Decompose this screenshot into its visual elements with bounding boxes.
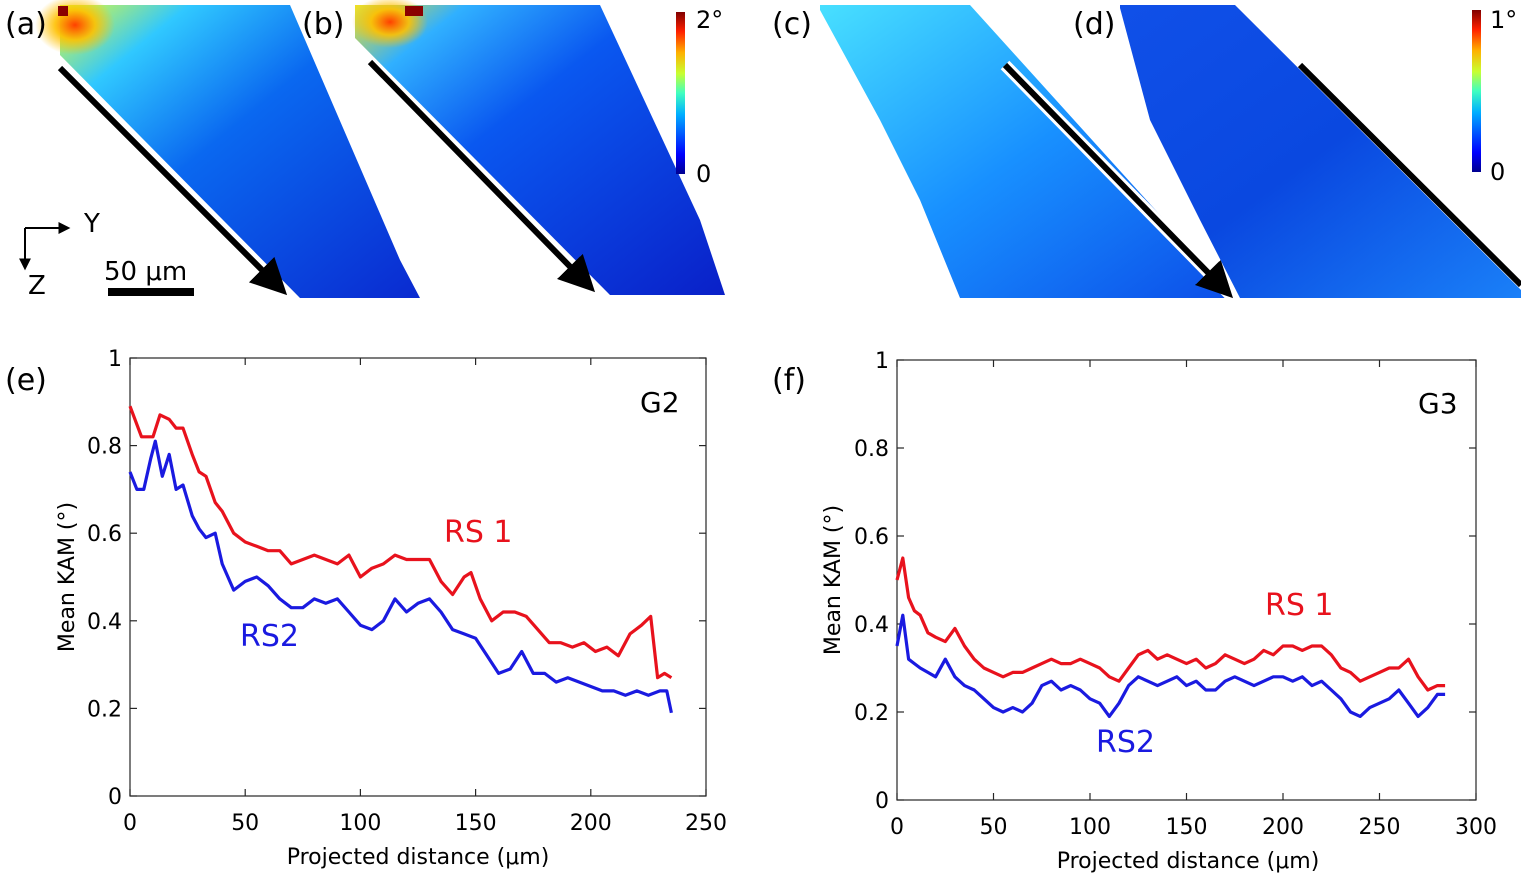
chart-f-xlabel: Projected distance (μm) <box>1057 849 1320 873</box>
colorbar-left-min: 0 <box>696 160 711 188</box>
y-direction-label: Y <box>83 209 100 239</box>
kam-map-b <box>352 0 725 300</box>
coordinate-indicator: Y Z <box>19 209 100 301</box>
x-tick-label: 50 <box>231 811 259 836</box>
chart-f-series-label-rs1: RS 1 <box>1265 588 1334 623</box>
y-tick-label: 0.8 <box>854 437 889 462</box>
map-c-region <box>820 5 1235 298</box>
colorbar-right-bar <box>1472 10 1481 172</box>
map-c-arrow-line <box>1002 62 1234 299</box>
x-tick-label: 150 <box>455 811 497 836</box>
map-a-hotspot <box>35 0 115 55</box>
map-a-corner-spot <box>58 6 68 16</box>
chart-e-ylabel: Mean KAM (°) <box>55 502 80 652</box>
chart-f-y-ticks: 0 0.2 0.4 0.6 0.8 1 <box>854 349 1476 814</box>
chart-e: 0 0.2 0.4 0.6 0.8 1 0 50 100 150 200 250 (e) G2 Me… <box>5 347 727 870</box>
kam-map-d <box>1120 5 1521 298</box>
colorbar-right-max: 1° <box>1490 6 1517 34</box>
map-a-arrow-line <box>57 65 288 296</box>
x-tick-label: 250 <box>685 811 727 836</box>
map-b-arrow-line <box>367 59 596 293</box>
y-tick-label: 0.2 <box>87 697 122 722</box>
x-tick-label: 300 <box>1455 815 1497 840</box>
x-tick-label: 0 <box>123 811 137 836</box>
y-tick-label: 1 <box>108 347 122 372</box>
colorbar-right: 1° 0 <box>1472 6 1517 186</box>
y-tick-label: 0.6 <box>87 522 122 547</box>
x-tick-label: 50 <box>980 815 1008 840</box>
z-direction-label: Z <box>28 271 46 301</box>
series-line-rs2 <box>128 439 673 714</box>
x-tick-label: 100 <box>1069 815 1111 840</box>
panel-label-d: (d) <box>1073 7 1115 42</box>
series-line-rs2 <box>895 613 1446 719</box>
series-line-rs1 <box>895 556 1446 692</box>
kam-map-c <box>820 5 1240 305</box>
y-tick-label: 0.2 <box>854 701 889 726</box>
chart-e-plot-area <box>129 357 707 797</box>
chart-f-x-ticks: 0 50 100 150 200 250 300 <box>890 360 1497 840</box>
map-b-corner-spot <box>405 6 423 16</box>
series-line-rs1 <box>128 405 673 680</box>
kam-map-a <box>35 0 420 303</box>
x-tick-label: 0 <box>890 815 904 840</box>
map-b-region <box>355 5 725 295</box>
y-tick-label: 1 <box>875 349 889 374</box>
scale-bar-label: 50 μm <box>104 257 187 287</box>
chart-e-series-label-rs1: RS 1 <box>444 515 513 550</box>
y-tick-label: 0.4 <box>854 613 889 638</box>
x-tick-label: 200 <box>570 811 612 836</box>
chart-e-grain-label: G2 <box>640 386 680 419</box>
chart-e-y-ticks: 0 0.2 0.4 0.6 0.8 1 <box>87 347 706 810</box>
chart-f-ylabel: Mean KAM (°) <box>821 505 846 655</box>
chart-f-plot-area <box>896 359 1477 801</box>
chart-f-series <box>895 556 1446 719</box>
x-tick-label: 100 <box>339 811 381 836</box>
scale-bar: 50 μm <box>104 257 194 296</box>
y-tick-label: 0.6 <box>854 525 889 550</box>
map-d-region <box>1120 5 1521 298</box>
chart-e-panel-label: (e) <box>5 363 47 398</box>
map-d-arrow <box>1297 62 1521 288</box>
colorbar-left-bar <box>676 12 685 174</box>
scale-bar-line <box>108 288 194 296</box>
x-tick-label: 200 <box>1262 815 1304 840</box>
panel-label-a: (a) <box>5 7 47 42</box>
chart-f-series-label-rs2: RS2 <box>1096 725 1155 760</box>
panel-label-b: (b) <box>302 7 344 42</box>
y-tick-label: 0 <box>108 785 122 810</box>
chart-f-grain-label: G3 <box>1418 387 1458 420</box>
y-tick-label: 0.8 <box>87 435 122 460</box>
chart-e-series-label-rs2: RS2 <box>240 619 299 654</box>
panel-label-c: (c) <box>772 7 812 42</box>
chart-e-xlabel: Projected distance (μm) <box>287 845 550 870</box>
chart-f: 0 0.2 0.4 0.6 0.8 1 0 50 100 150 200 250 300 (f) G3… <box>772 349 1497 873</box>
chart-e-series <box>128 405 673 714</box>
x-tick-label: 150 <box>1166 815 1208 840</box>
y-tick-label: 0.4 <box>87 610 122 635</box>
x-tick-label: 250 <box>1359 815 1401 840</box>
colorbar-right-min: 0 <box>1490 158 1505 186</box>
chart-f-panel-label: (f) <box>772 363 806 398</box>
map-a-region <box>60 5 420 298</box>
colorbar-left-max: 2° <box>696 6 723 34</box>
y-tick-label: 0 <box>875 789 889 814</box>
colorbar-left: 2° 0 <box>676 6 723 188</box>
chart-e-x-ticks: 0 50 100 150 200 250 <box>123 358 727 836</box>
